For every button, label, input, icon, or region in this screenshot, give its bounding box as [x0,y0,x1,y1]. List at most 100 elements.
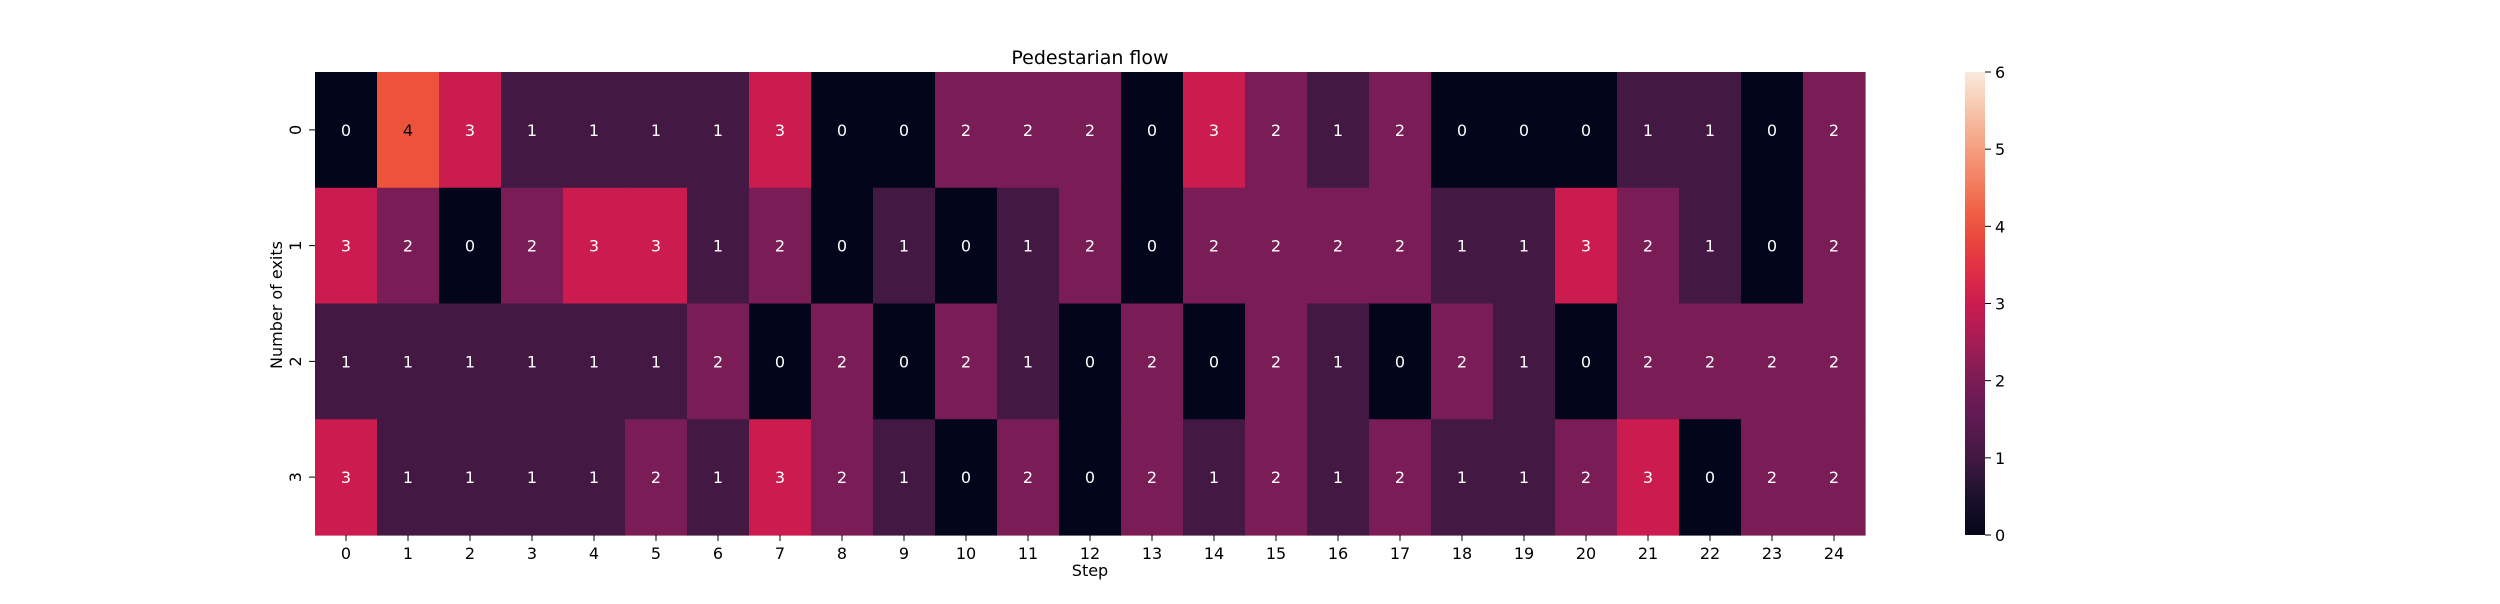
cell-value-label: 1 [1023,237,1033,256]
heatmap-cell [1369,187,1432,305]
heatmap-cell [501,419,564,536]
x-tick-label: 21 [1638,544,1658,563]
cell-value-label: 2 [1333,237,1343,256]
colorbar-tick-label: 1 [1995,449,2005,468]
cell-value-label: 3 [341,468,351,487]
heatmap-cell [377,72,440,189]
heatmap-cell [315,72,378,189]
cell-value-label: 0 [837,237,847,256]
cell-value-label: 1 [1643,121,1653,140]
heatmap-cell [1307,419,1370,536]
heatmap-cell [439,303,502,420]
cell-value-label: 2 [1581,468,1591,487]
x-tick-label: 15 [1266,544,1286,563]
x-tick-label: 22 [1700,544,1720,563]
cell-value-label: 0 [837,121,847,140]
cell-value-label: 3 [465,121,475,140]
cell-value-label: 0 [1705,468,1715,487]
x-tick-label: 23 [1762,544,1782,563]
x-tick-label: 14 [1204,544,1224,563]
heatmap-cell [1741,303,1804,420]
heatmap-cell [625,419,688,536]
heatmap-cell [1183,72,1246,189]
cell-value-label: 0 [1767,121,1777,140]
heatmap-cell [1555,187,1618,305]
y-tick-label: 0 [286,125,305,135]
cell-value-label: 3 [775,121,785,140]
heatmap-cell [811,72,874,189]
x-tick-label: 4 [589,544,599,563]
heatmap-cell [1431,303,1494,420]
heatmap-cell [1431,419,1494,536]
cell-value-label: 0 [899,121,909,140]
cell-value-label: 1 [1519,352,1529,371]
heatmap-cell [563,72,626,189]
cell-value-label: 2 [1395,121,1405,140]
x-tick-label: 10 [956,544,976,563]
heatmap-cell [563,187,626,305]
heatmap-cell [1059,72,1122,189]
heatmap-cells: 0 4 3 1 1 1 1 3 0 0 2 2 2 0 3 2 1 2 0 0 0 1 1 0 2 3 2 0 2 3 3 1 2 0 1 0 1 2 0 2… [315,72,1866,536]
cell-value-label: 1 [403,468,413,487]
cell-value-label: 2 [1147,352,1157,371]
cell-value-label: 1 [651,352,661,371]
heatmap-cell [625,187,688,305]
heatmap-cell [935,303,998,420]
heatmap-cell [563,419,626,536]
x-tick-label: 2 [465,544,475,563]
cell-value-label: 1 [589,121,599,140]
heatmap-cell [1679,187,1742,305]
heatmap-cell [749,72,812,189]
x-axis-title: Step [1072,561,1108,580]
heatmap-cell [1431,187,1494,305]
cell-value-label: 0 [1147,121,1157,140]
heatmap-cell [1183,187,1246,305]
heatmap-cell [1741,419,1804,536]
cell-value-label: 1 [465,468,475,487]
heatmap-cell [1369,72,1432,189]
cell-value-label: 2 [1829,237,1839,256]
heatmap-cell [687,303,750,420]
cell-value-label: 1 [899,237,909,256]
cell-value-label: 0 [961,237,971,256]
cell-value-label: 0 [1085,468,1095,487]
heatmap-cell [1741,187,1804,305]
heatmap-cell [625,72,688,189]
heatmap-cell [1555,72,1618,189]
heatmap-cell [315,303,378,420]
cell-value-label: 2 [1457,352,1467,371]
heatmap-cell [501,187,564,305]
y-axis-ticks: 0 1 2 3 [286,125,315,482]
heatmap-cell [1493,72,1556,189]
cell-value-label: 2 [1023,121,1033,140]
cell-value-label: 1 [1457,468,1467,487]
colorbar-tick-label: 2 [1995,372,2005,391]
cell-value-label: 1 [1705,237,1715,256]
heatmap-cell [997,419,1060,536]
x-tick-label: 17 [1390,544,1410,563]
cell-value-label: 2 [1705,352,1715,371]
cell-value-label: 1 [1333,468,1343,487]
heatmap-cell [935,419,998,536]
heatmap-cell [873,419,936,536]
cell-value-label: 1 [589,352,599,371]
cell-value-label: 3 [341,237,351,256]
heatmap-cell [1307,187,1370,305]
heatmap-cell [1617,303,1680,420]
cell-value-label: 1 [1333,121,1343,140]
cell-value-label: 3 [651,237,661,256]
cell-value-label: 2 [1023,468,1033,487]
heatmap-cell [1059,419,1122,536]
heatmap-cell [439,419,502,536]
heatmap-cell [1059,303,1122,420]
cell-value-label: 1 [465,352,475,371]
heatmap-cell [873,72,936,189]
cell-value-label: 2 [1271,237,1281,256]
cell-value-label: 3 [1209,121,1219,140]
colorbar-tick-label: 0 [1995,526,2005,545]
x-tick-label: 13 [1142,544,1162,563]
heatmap-cell [1679,419,1742,536]
heatmap-cell [1803,303,1866,420]
